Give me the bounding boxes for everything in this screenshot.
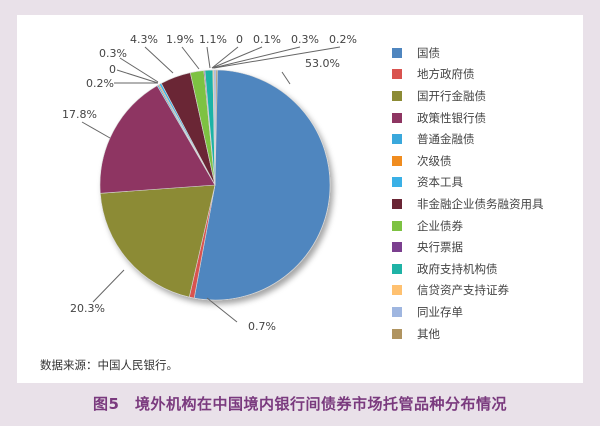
legend-item: 非金融企业债务融资用具 (392, 193, 544, 215)
percentage-label: 0.7% (248, 320, 276, 333)
leader-line (206, 46, 211, 69)
percentage-label: 17.8% (62, 108, 97, 121)
legend-swatch-icon (392, 47, 402, 58)
legend-item: 政策性银行债 (392, 107, 544, 129)
percentage-label: 0.1% (253, 33, 281, 46)
legend-item: 地方政府债 (392, 64, 544, 86)
percentage-label: 1.9% (166, 33, 194, 46)
legend-item: 同业存单 (392, 301, 544, 323)
leader-line (81, 121, 111, 139)
leader-line (212, 46, 301, 69)
legend-swatch-icon (392, 285, 402, 296)
pie-slices (99, 69, 331, 301)
percentage-label: 20.3% (70, 302, 105, 315)
legend-item: 信贷资产支持证券 (392, 280, 544, 302)
leader-line (144, 46, 174, 74)
legend-label: 地方政府债 (417, 67, 475, 82)
leader-line (119, 57, 159, 83)
leader-line (211, 46, 239, 69)
legend-swatch-icon (392, 90, 402, 101)
legend-item: 企业债券 (392, 215, 544, 237)
legend-label: 政策性银行债 (417, 110, 486, 125)
legend-label: 资本工具 (417, 175, 463, 190)
legend-label: 国债 (417, 45, 440, 60)
leader-line (92, 269, 125, 303)
pie-slice (99, 184, 216, 298)
percentage-label: 53.0% (305, 57, 340, 70)
pie-slice (214, 69, 218, 186)
legend-item: 资本工具 (392, 172, 544, 194)
legend-label: 信贷资产支持证券 (417, 283, 509, 298)
legend-swatch-icon (392, 263, 402, 274)
legend-item: 次级债 (392, 150, 544, 172)
percentage-label: 4.3% (130, 33, 158, 46)
percentage-label: 0.2% (329, 33, 357, 46)
percentage-label: 0.3% (99, 47, 127, 60)
percentage-label: 0 (236, 33, 243, 46)
legend-swatch-icon (392, 328, 402, 339)
legend-item: 其他 (392, 323, 544, 345)
legend-swatch-icon (392, 134, 402, 145)
leader-line (116, 69, 159, 84)
legend-item: 央行票据 (392, 236, 544, 258)
legend-label: 普通金融债 (417, 132, 475, 147)
legend: 国债地方政府债国开行金融债 政策性银行债 普通金融债次级债资本工具非金融企业债务融资… (392, 42, 544, 344)
figure-caption: 图5 境外机构在中国境内银行间债券市场托管品种分布情况 (93, 395, 507, 413)
percentage-label: 1.1% (199, 33, 227, 46)
legend-item: 政府支持机构债 (392, 258, 544, 280)
legend-swatch-icon (392, 69, 402, 80)
pie-slice (193, 69, 331, 301)
leader-line (211, 46, 263, 69)
legend-swatch-icon (392, 198, 402, 209)
percentage-label: 0 (109, 63, 116, 76)
legend-label: 政府支持机构债 (417, 261, 498, 276)
legend-label: 同业存单 (417, 304, 463, 319)
legend-swatch-icon (392, 177, 402, 188)
legend-label: 央行票据 (417, 240, 463, 255)
leader-lines (81, 46, 341, 323)
legend-swatch-icon (392, 306, 402, 317)
legend-swatch-icon (392, 242, 402, 253)
legend-label: 次级债 (417, 153, 452, 168)
leader-line (206, 297, 238, 323)
leader-line (213, 46, 341, 69)
percentage-labels: 53.0% 0.7% 20.3% 17.8% 4.3% 1.9% 1.1% 0 0.1% 0.3%… (62, 33, 357, 333)
legend-swatch-icon (392, 112, 402, 123)
leader-line (281, 71, 291, 85)
legend-swatch-icon (392, 220, 402, 231)
legend-item: 普通金融债 (392, 128, 544, 150)
data-source-note: 数据来源：中国人民银行。 (40, 358, 178, 372)
legend-label: 其他 (417, 326, 440, 341)
legend-swatch-icon (392, 155, 402, 166)
percentage-label: 0.3% (291, 33, 319, 46)
legend-label: 非金融企业债务融资用具 (417, 196, 544, 211)
legend-label: 国开行金融债 (417, 88, 486, 103)
pie-slice (99, 85, 216, 194)
percentage-label: 0.2% (86, 77, 114, 90)
leader-line (181, 46, 200, 70)
legend-item: 国开行金融债 (392, 85, 544, 107)
legend-item: 国债 (392, 42, 544, 64)
legend-label: 企业债券 (417, 218, 463, 233)
